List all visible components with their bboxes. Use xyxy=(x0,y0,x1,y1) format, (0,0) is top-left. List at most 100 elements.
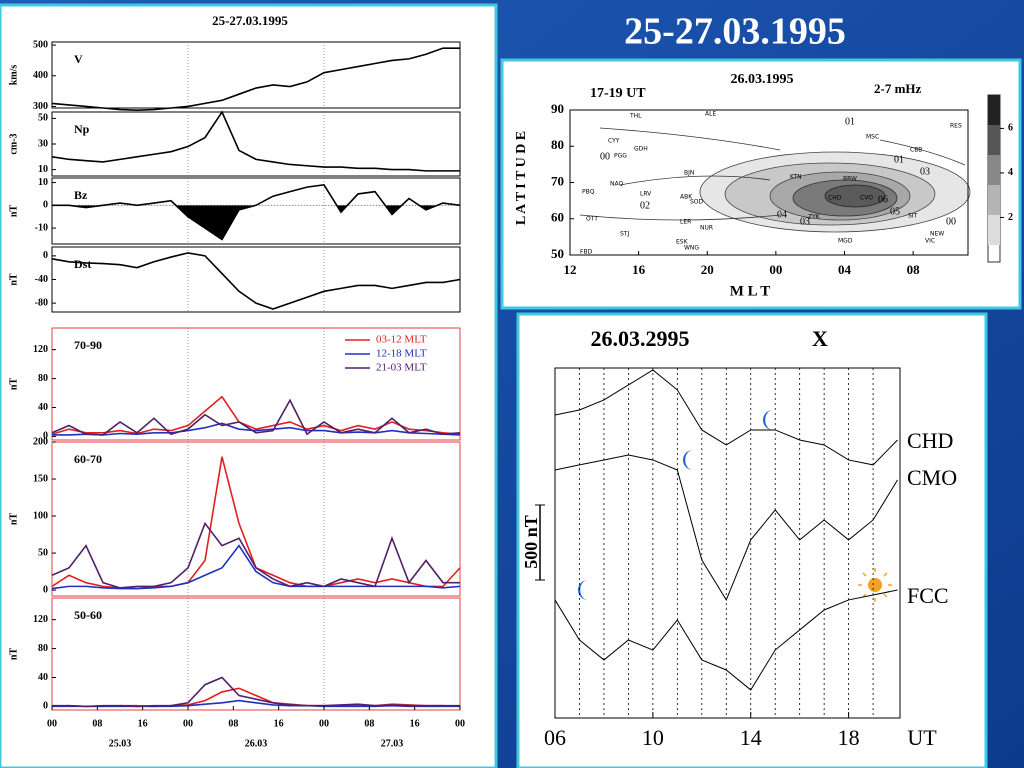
contour-label: 05 xyxy=(890,206,900,217)
plot-frame xyxy=(51,597,461,711)
x-tick-label: 12 xyxy=(564,262,577,277)
y-tick-label: 80 xyxy=(551,137,564,152)
sun-icon xyxy=(858,568,892,602)
contour-label: 02 xyxy=(640,200,650,211)
legend-label: 03-12 MLT xyxy=(376,334,427,346)
station-label: WNG xyxy=(684,245,699,252)
panel-label: 60-70 xyxy=(74,452,102,466)
colorbar-label: 6 xyxy=(1008,123,1013,134)
station-label: ESK xyxy=(676,239,689,246)
subtitle: 2-7 mHz xyxy=(874,81,922,96)
x-tick-label: 16 xyxy=(632,262,646,277)
date-label: 26.03 xyxy=(245,738,268,749)
y-tick-label: 120 xyxy=(33,344,48,355)
x-tick-label: 00 xyxy=(769,262,782,277)
station-label: LRV xyxy=(640,191,652,198)
y-axis-label: nT xyxy=(8,378,19,391)
colorbar-label: 4 xyxy=(1008,167,1013,178)
series-line xyxy=(51,252,461,310)
contour-label: 06 xyxy=(878,194,888,205)
plot-frame xyxy=(51,41,461,109)
trace xyxy=(554,589,898,691)
station-label: NAQ xyxy=(610,181,623,188)
panel-label: Dst xyxy=(74,257,91,271)
panel-label: Np xyxy=(74,122,90,136)
x-tick-label: 14 xyxy=(740,725,762,750)
y-tick-label: 10 xyxy=(38,177,48,188)
y-tick-label: -40 xyxy=(35,274,48,285)
x-tick-label: 04 xyxy=(838,262,852,277)
left-panel xyxy=(0,3,498,768)
panel-label: Bz xyxy=(74,188,88,202)
station-label: LER xyxy=(680,219,691,226)
station-label: SIT xyxy=(908,213,918,220)
station-label: BJN xyxy=(684,170,694,177)
contour-label: 03 xyxy=(920,166,930,177)
y-tick-label: 10 xyxy=(38,164,48,175)
y-tick-label: 0 xyxy=(43,200,48,211)
colorbar xyxy=(987,94,1001,263)
y-tick-label: 50 xyxy=(38,547,48,558)
contour-shapes xyxy=(579,127,971,233)
x-tick-label: 16 xyxy=(274,718,284,729)
chart-title: 26.03.2995 xyxy=(591,326,690,351)
station-label: ALE xyxy=(705,111,716,118)
x-axis-label: UT xyxy=(907,725,937,750)
x-tick-label: 08 xyxy=(92,718,102,729)
y-axis-label: nT xyxy=(8,513,19,526)
x-axis-label: M L T xyxy=(730,283,771,299)
station-name: FCC xyxy=(907,583,949,608)
y-tick-label: 50 xyxy=(551,246,564,261)
y-tick-label: 30 xyxy=(38,138,48,149)
y-tick-label: 0 xyxy=(43,431,48,442)
y-axis-label: L A T I T U D E xyxy=(514,131,529,225)
y-tick-label: 100 xyxy=(33,510,48,521)
x-tick-label: 00 xyxy=(47,718,57,729)
station-label: STJ xyxy=(620,231,629,238)
magnetogram-panel xyxy=(516,312,988,768)
slide-title: 25-27.03.1995 xyxy=(624,11,846,53)
contour-label: 01 xyxy=(845,116,855,127)
plot-frame xyxy=(51,327,461,441)
subtitle: 17-19 UT xyxy=(590,86,646,101)
panel-label: 70-90 xyxy=(74,338,102,352)
station-label: ZYK xyxy=(808,214,821,221)
station-label: CYY xyxy=(608,138,620,145)
y-tick-label: 50 xyxy=(38,113,48,124)
trace xyxy=(554,369,898,466)
y-tick-label: 300 xyxy=(33,101,48,112)
station-label: VIC xyxy=(925,238,935,245)
station-label: MGD xyxy=(838,238,853,245)
contour-label: 01 xyxy=(894,154,904,165)
date-label: 25.03 xyxy=(109,738,132,749)
y-tick-label: -10 xyxy=(35,222,48,233)
y-tick-label: 500 xyxy=(33,39,48,50)
y-tick-label: 90 xyxy=(551,101,564,116)
station-label: NEW xyxy=(930,231,944,238)
x-tick-label: 16 xyxy=(138,718,148,729)
y-tick-label: 0 xyxy=(43,250,48,261)
station-label: BRW xyxy=(843,176,857,183)
plot-frame xyxy=(554,367,901,719)
y-axis-label: km/s xyxy=(8,65,19,86)
station-label: OTT xyxy=(586,216,598,223)
y-tick-label: 80 xyxy=(38,373,48,384)
x-tick-label: 08 xyxy=(364,718,374,729)
x-tick-label: 08 xyxy=(228,718,238,729)
station-label: CVO xyxy=(860,195,873,202)
series-line xyxy=(52,183,461,241)
contour-label: 04 xyxy=(777,209,787,220)
station-label: PGG xyxy=(614,153,627,160)
trace xyxy=(554,454,898,602)
x-tick-label: 18 xyxy=(838,725,860,750)
x-tick-label: 00 xyxy=(183,718,193,729)
y-tick-label: 40 xyxy=(38,672,48,683)
series-line xyxy=(52,676,460,708)
station-label: RES xyxy=(950,123,962,130)
y-tick-label: 120 xyxy=(33,614,48,625)
panel-label: V xyxy=(74,52,83,66)
scale-label: 500 nT xyxy=(521,515,541,569)
legend-label: 12-18 MLT xyxy=(376,348,427,360)
y-tick-label: 80 xyxy=(38,643,48,654)
